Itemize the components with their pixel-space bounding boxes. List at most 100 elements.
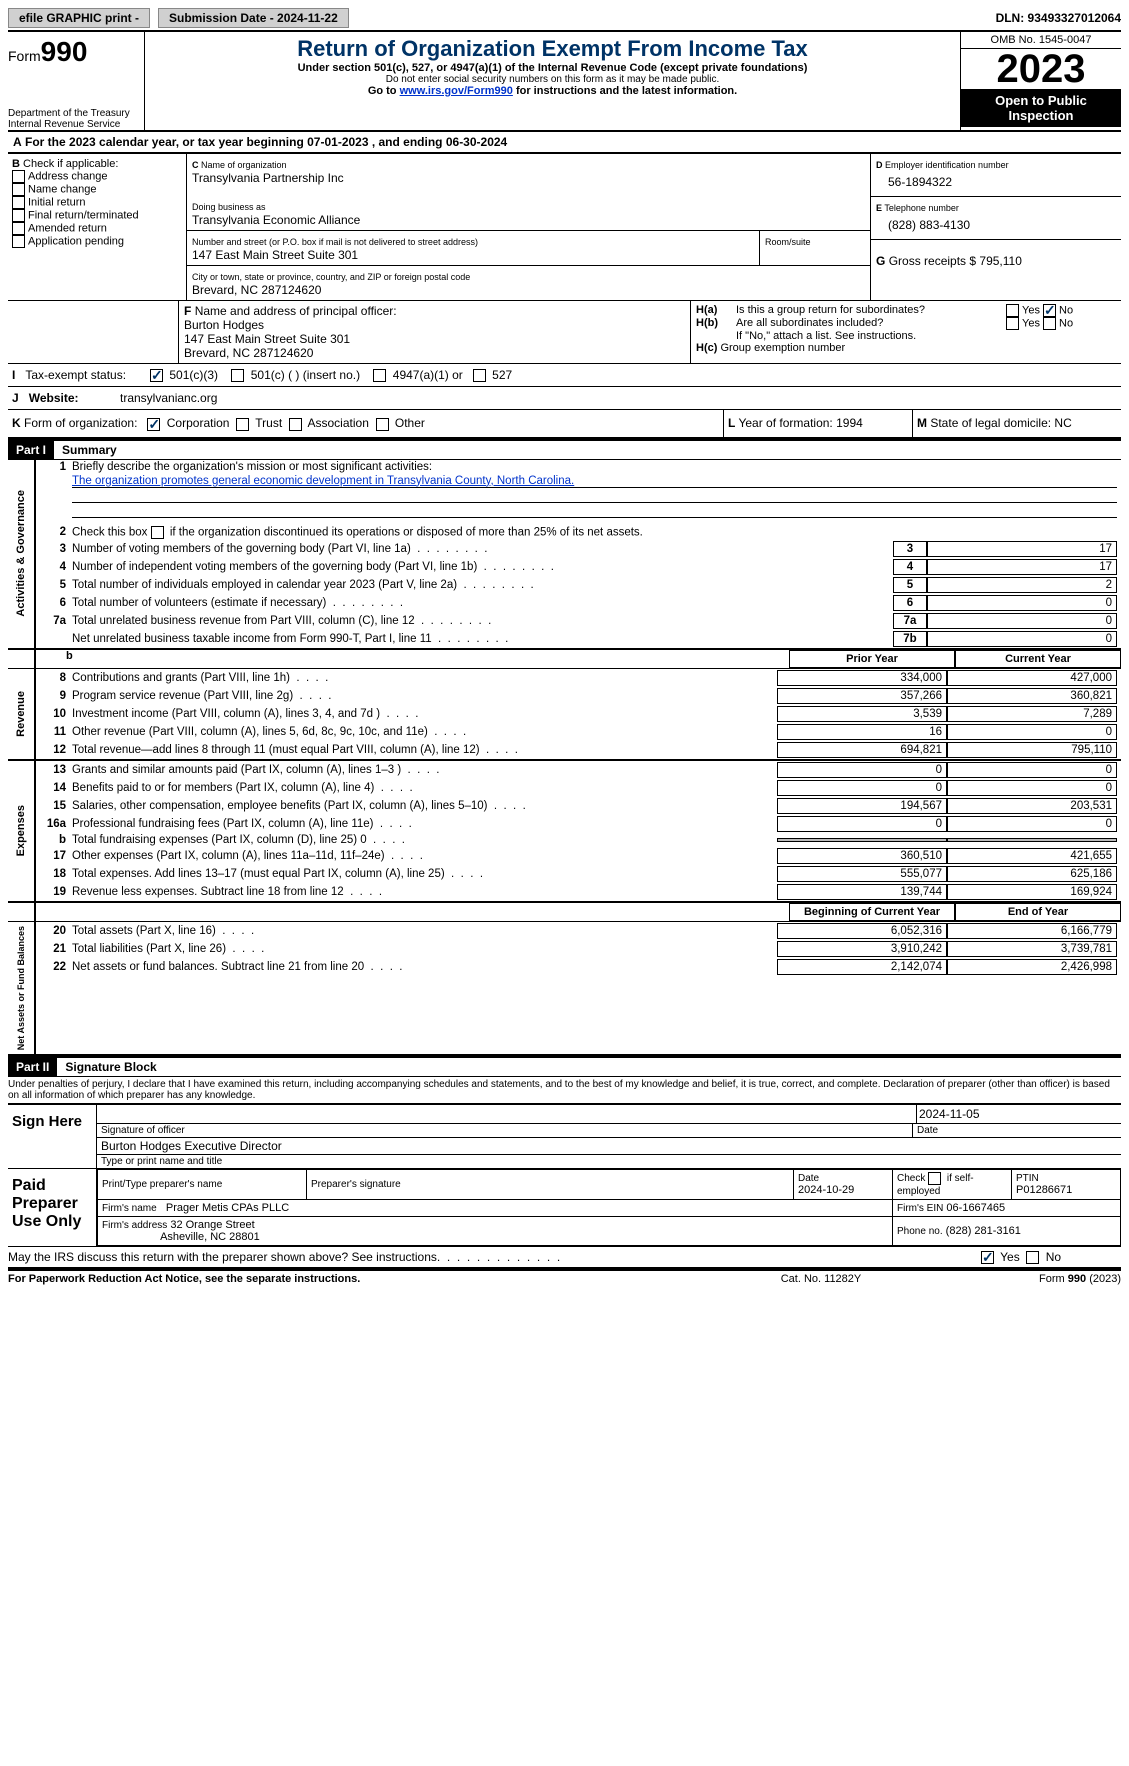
prior-9: 357,266 bbox=[777, 688, 947, 704]
prior-b bbox=[777, 838, 947, 842]
curr-22: 2,426,998 bbox=[947, 959, 1117, 975]
checkbox-initial-return[interactable] bbox=[12, 196, 25, 209]
prior-15: 194,567 bbox=[777, 798, 947, 814]
line-b: Total fundraising expenses (Part IX, col… bbox=[72, 834, 777, 846]
mission-text: The organization promotes general econom… bbox=[72, 475, 1117, 488]
curr-19: 169,924 bbox=[947, 884, 1117, 900]
prior-14: 0 bbox=[777, 780, 947, 796]
checkbox-address-change[interactable] bbox=[12, 170, 25, 183]
line-9: Program service revenue (Part VIII, line… bbox=[72, 690, 777, 702]
gov-line-7b: Net unrelated business taxable income fr… bbox=[72, 633, 893, 645]
dept-label: Department of the Treasury Internal Reve… bbox=[8, 108, 138, 130]
curr-8: 427,000 bbox=[947, 670, 1117, 686]
street-address: 147 East Main Street Suite 301 bbox=[192, 248, 358, 262]
line-12: Total revenue—add lines 8 through 11 (mu… bbox=[72, 744, 777, 756]
side-revenue: Revenue bbox=[13, 687, 29, 741]
checkbox-discontinued[interactable] bbox=[151, 526, 164, 539]
sig-date1: 2024-11-05 bbox=[916, 1105, 1121, 1123]
checkbox-corp[interactable] bbox=[147, 418, 160, 431]
officer-name-title: Burton Hodges Executive Director bbox=[97, 1138, 1121, 1155]
curr-15: 203,531 bbox=[947, 798, 1117, 814]
paid-preparer-label: Paid Preparer Use Only bbox=[8, 1169, 97, 1246]
checkbox-amended[interactable] bbox=[12, 222, 25, 235]
tax-exempt-opts: 501(c)(3) 501(c) ( ) (insert no.) 4947(a… bbox=[146, 364, 1121, 386]
line-15: Salaries, other compensation, employee b… bbox=[72, 800, 777, 812]
gov-line-4: Number of independent voting members of … bbox=[72, 561, 893, 573]
checkbox-other[interactable] bbox=[376, 418, 389, 431]
dln-label: DLN: 93493327012064 bbox=[996, 11, 1121, 25]
curr-20: 6,166,779 bbox=[947, 923, 1117, 939]
curr-16a: 0 bbox=[947, 816, 1117, 832]
prior-13: 0 bbox=[777, 762, 947, 778]
side-expenses: Expenses bbox=[13, 801, 29, 860]
curr-13: 0 bbox=[947, 762, 1117, 778]
submission-date-button[interactable]: Submission Date - 2024-11-22 bbox=[158, 8, 349, 28]
gov-val-7a: 0 bbox=[927, 613, 1117, 629]
checkbox-501c[interactable] bbox=[231, 369, 244, 382]
checkbox-self-employed[interactable] bbox=[928, 1172, 941, 1185]
gross-receipts: 795,110 bbox=[979, 254, 1022, 268]
part1-header: Part I Summary bbox=[8, 439, 1121, 460]
gov-val-3: 17 bbox=[927, 541, 1117, 557]
curr-14: 0 bbox=[947, 780, 1117, 796]
ein: 56-1894322 bbox=[876, 171, 1116, 193]
checkbox-527[interactable] bbox=[473, 369, 486, 382]
gov-line-5: Total number of individuals employed in … bbox=[72, 579, 893, 591]
checkbox-assoc[interactable] bbox=[289, 418, 302, 431]
org-name: Transylvania Partnership Inc bbox=[192, 171, 344, 185]
state-domicile: NC bbox=[1054, 416, 1071, 430]
top-toolbar: efile GRAPHIC print - Submission Date - … bbox=[8, 8, 1121, 28]
checkbox-may-yes[interactable] bbox=[981, 1251, 994, 1264]
col-current-year: Current Year bbox=[955, 650, 1121, 668]
checkbox-trust[interactable] bbox=[236, 418, 249, 431]
side-governance: Activities & Governance bbox=[13, 486, 29, 621]
section-f: F Name and address of principal officer:… bbox=[179, 301, 691, 363]
form-number: 990 bbox=[41, 36, 88, 67]
preparer-date: 2024-10-29 bbox=[798, 1184, 854, 1196]
efile-print-button[interactable]: efile GRAPHIC print - bbox=[8, 8, 150, 28]
goto-post: for instructions and the latest informat… bbox=[513, 85, 737, 97]
curr-9: 360,821 bbox=[947, 688, 1117, 704]
checkbox-final-return[interactable] bbox=[12, 209, 25, 222]
subtitle-2: Do not enter social security numbers on … bbox=[153, 74, 952, 85]
firm-ein: 06-1667465 bbox=[946, 1202, 1005, 1214]
line-14: Benefits paid to or for members (Part IX… bbox=[72, 782, 777, 794]
phone: (828) 883-4130 bbox=[876, 214, 1116, 236]
line-a: A For the 2023 calendar year, or tax yea… bbox=[8, 132, 1121, 153]
checkbox-ha-no[interactable] bbox=[1043, 304, 1056, 317]
checkbox-501c3[interactable] bbox=[150, 369, 163, 382]
checkbox-may-no[interactable] bbox=[1026, 1251, 1039, 1264]
tax-exempt-label: Tax-exempt status: bbox=[25, 368, 126, 382]
gov-val-7b: 0 bbox=[927, 631, 1117, 647]
perjury-declaration: Under penalties of perjury, I declare th… bbox=[8, 1077, 1121, 1103]
checkbox-app-pending[interactable] bbox=[12, 235, 25, 248]
prior-17: 360,510 bbox=[777, 848, 947, 864]
website-label: Website: bbox=[29, 391, 79, 405]
checkbox-hb-yes[interactable] bbox=[1006, 317, 1019, 330]
dba-name: Transylvania Economic Alliance bbox=[192, 213, 360, 227]
line-22: Net assets or fund balances. Subtract li… bbox=[72, 961, 777, 973]
subtitle-1: Under section 501(c), 527, or 4947(a)(1)… bbox=[153, 62, 952, 74]
curr-11: 0 bbox=[947, 724, 1117, 740]
form-title: Return of Organization Exempt From Incom… bbox=[153, 36, 952, 62]
prior-18: 555,077 bbox=[777, 866, 947, 882]
checkbox-hb-no[interactable] bbox=[1043, 317, 1056, 330]
open-public-label: Open to Public Inspection bbox=[961, 89, 1121, 127]
ptin: P01286671 bbox=[1016, 1184, 1072, 1196]
checkbox-4947[interactable] bbox=[373, 369, 386, 382]
prior-22: 2,142,074 bbox=[777, 959, 947, 975]
gov-val-5: 2 bbox=[927, 577, 1117, 593]
line-20: Total assets (Part X, line 16) . . . . bbox=[72, 925, 777, 937]
prior-21: 3,910,242 bbox=[777, 941, 947, 957]
website-value: transylvanianc.org bbox=[116, 387, 1121, 409]
checkbox-ha-yes[interactable] bbox=[1006, 304, 1019, 317]
officer-name: Burton Hodges bbox=[184, 318, 264, 332]
irs-link[interactable]: www.irs.gov/Form990 bbox=[400, 85, 513, 97]
line2-label: Check this box if the organization disco… bbox=[72, 526, 1117, 539]
paperwork-notice: For Paperwork Reduction Act Notice, see … bbox=[8, 1273, 721, 1285]
prior-20: 6,052,316 bbox=[777, 923, 947, 939]
form-header: Form990 Department of the Treasury Inter… bbox=[8, 32, 1121, 132]
checkbox-name-change[interactable] bbox=[12, 183, 25, 196]
prior-16a: 0 bbox=[777, 816, 947, 832]
line-10: Investment income (Part VIII, column (A)… bbox=[72, 708, 777, 720]
